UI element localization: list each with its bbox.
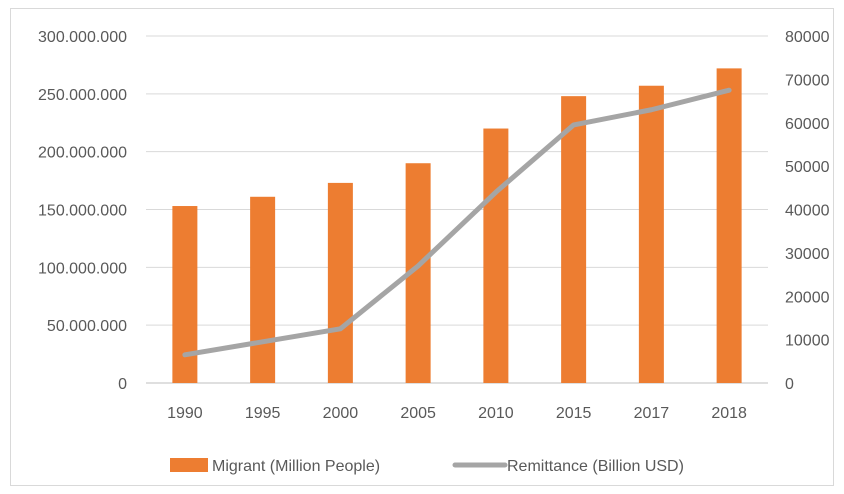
- right-tick-label: 0: [785, 376, 794, 393]
- bar-migrant-2018: [716, 68, 742, 384]
- remittance-line: [182, 87, 732, 358]
- x-tick-label: 1990: [167, 405, 203, 422]
- right-tick-label: 80000: [785, 29, 830, 46]
- gridlines: [146, 35, 768, 384]
- left-tick-label: 300.000.000: [38, 29, 127, 46]
- bar-migrant-2000: [327, 182, 353, 383]
- x-tick-label: 2000: [323, 405, 359, 422]
- migrant-bars: [172, 68, 742, 384]
- legend-swatch-migrant: [170, 458, 208, 472]
- x-tick-label: 2017: [634, 405, 670, 422]
- right-tick-label: 60000: [785, 116, 830, 133]
- left-tick-label: 150.000.000: [38, 203, 127, 220]
- left-y-axis: 0 50.000.000 100.000.000 150.000.000 200.000…: [38, 29, 127, 393]
- left-tick-label: 250.000.000: [38, 87, 127, 104]
- left-tick-label: 50.000.000: [47, 318, 127, 335]
- left-tick-label: 100.000.000: [38, 260, 127, 277]
- bar-migrant-2015: [561, 96, 587, 383]
- left-tick-label: 0: [118, 376, 127, 393]
- right-tick-label: 50000: [785, 159, 830, 176]
- remittance-line-series: [182, 87, 732, 358]
- right-tick-label: 20000: [785, 289, 830, 306]
- left-tick-label: 200.000.000: [38, 145, 127, 162]
- right-tick-label: 40000: [785, 203, 830, 220]
- legend-label-migrant: Migrant (Million People): [212, 458, 380, 475]
- right-tick-label: 30000: [785, 246, 830, 263]
- right-tick-label: 70000: [785, 72, 830, 89]
- right-tick-label: 10000: [785, 333, 830, 350]
- bar-migrant-2017: [638, 85, 664, 383]
- x-axis: 1990 1995 2000 2005 2010 2015 2017 2018: [167, 405, 747, 422]
- x-tick-label: 2010: [478, 405, 514, 422]
- x-tick-label: 2018: [711, 405, 747, 422]
- legend-label-remittance: Remittance (Billion USD): [507, 458, 684, 475]
- x-tick-label: 2005: [400, 405, 436, 422]
- legend: Migrant (Million People) Remittance (Bil…: [170, 458, 684, 475]
- x-tick-label: 2015: [556, 405, 592, 422]
- bar-migrant-2010: [483, 128, 509, 383]
- x-tick-label: 1995: [245, 405, 281, 422]
- right-y-axis: 0 10000 20000 30000 40000 50000 60000 70000 8000…: [785, 29, 830, 393]
- bar-migrant-1995: [250, 196, 276, 383]
